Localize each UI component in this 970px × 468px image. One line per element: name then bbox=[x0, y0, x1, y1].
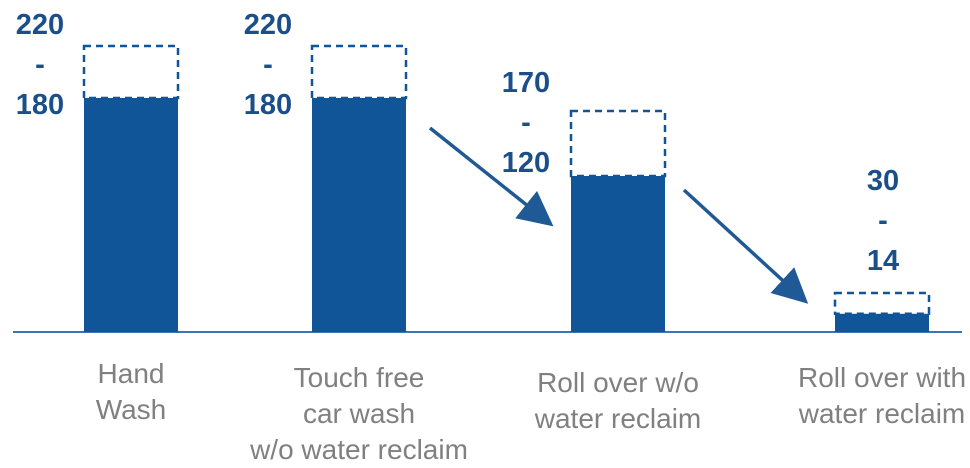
bar bbox=[571, 176, 665, 332]
arrows-layer bbox=[428, 126, 809, 304]
bar bbox=[84, 98, 178, 332]
category-label: w/o water reclaim bbox=[249, 434, 468, 465]
range-box bbox=[833, 291, 931, 316]
range-box bbox=[569, 109, 667, 178]
range-box bbox=[82, 44, 180, 100]
category-label: Roll over w/o bbox=[537, 367, 699, 398]
category-label: Wash bbox=[96, 394, 167, 425]
range-high-label: 220 bbox=[244, 9, 292, 41]
range-low-label: 14 bbox=[867, 245, 899, 277]
range-separator-label: - bbox=[521, 107, 531, 139]
bar bbox=[312, 98, 406, 332]
labels-layer: 220 - 180 Hand Wash 220 - 180 Touch free car wash… bbox=[16, 9, 966, 465]
range-separator-label: - bbox=[878, 205, 888, 237]
category-label: water reclaim bbox=[534, 403, 701, 434]
category-label: Roll over with bbox=[798, 362, 966, 393]
range-separator-label: - bbox=[35, 49, 45, 81]
range-low-label: 180 bbox=[244, 89, 292, 121]
range-low-label: 120 bbox=[502, 147, 550, 179]
category-label: water reclaim bbox=[798, 398, 965, 429]
range-low-label: 180 bbox=[16, 89, 64, 121]
range-high-label: 30 bbox=[867, 165, 899, 197]
range-box bbox=[310, 44, 408, 100]
range-high-label: 170 bbox=[502, 67, 550, 99]
category-label: Touch free bbox=[294, 362, 425, 393]
trend-arrow bbox=[682, 188, 809, 304]
trend-arrow bbox=[428, 126, 554, 227]
bars-layer bbox=[13, 44, 962, 333]
range-separator-label: - bbox=[263, 49, 273, 81]
bar bbox=[835, 313, 929, 332]
range-high-label: 220 bbox=[16, 9, 64, 41]
category-label: car wash bbox=[303, 398, 415, 429]
category-label: Hand bbox=[98, 358, 165, 389]
